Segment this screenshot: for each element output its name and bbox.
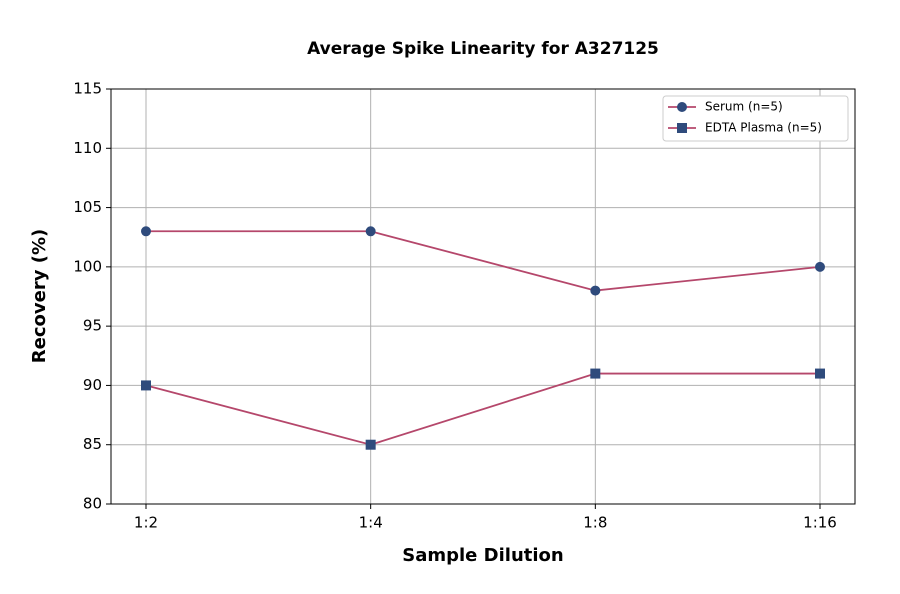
y-tick-label: 80 [83, 495, 102, 513]
y-tick-label: 100 [73, 257, 102, 275]
y-tick-label: 105 [73, 198, 102, 216]
series-line [146, 230, 821, 292]
y-tick-label: 90 [83, 376, 102, 394]
y-tick-label: 95 [83, 317, 102, 335]
legend-marker [677, 102, 687, 112]
y-axis-label: Recovery (%) [29, 229, 50, 363]
marker [141, 380, 151, 391]
y-tick-label: 115 [73, 80, 102, 98]
legend-box [662, 95, 849, 142]
x-axis-label: Sample Dilution [402, 545, 563, 566]
chart-title: Average Spike Linearity for A327125 [307, 39, 659, 59]
marker [590, 368, 601, 379]
marker [815, 261, 825, 272]
marker [815, 368, 825, 379]
x-tick-label: 1:4 [359, 514, 383, 532]
marker [365, 226, 376, 237]
y-tick-label: 85 [83, 435, 102, 453]
x-tick-label: 1:2 [134, 514, 158, 532]
marker [141, 226, 151, 237]
marker [365, 439, 376, 450]
x-tick-label: 1:8 [583, 514, 607, 532]
legend-label: EDTA Plasma (n=5) [705, 121, 822, 135]
series-line [145, 372, 820, 446]
legend-marker [677, 123, 687, 133]
y-tick-label: 110 [73, 139, 102, 157]
plot-frame [110, 88, 856, 505]
legend-label: Serum (n=5) [705, 100, 783, 114]
x-tick-label: 1:16 [803, 514, 837, 532]
marker [590, 285, 601, 296]
